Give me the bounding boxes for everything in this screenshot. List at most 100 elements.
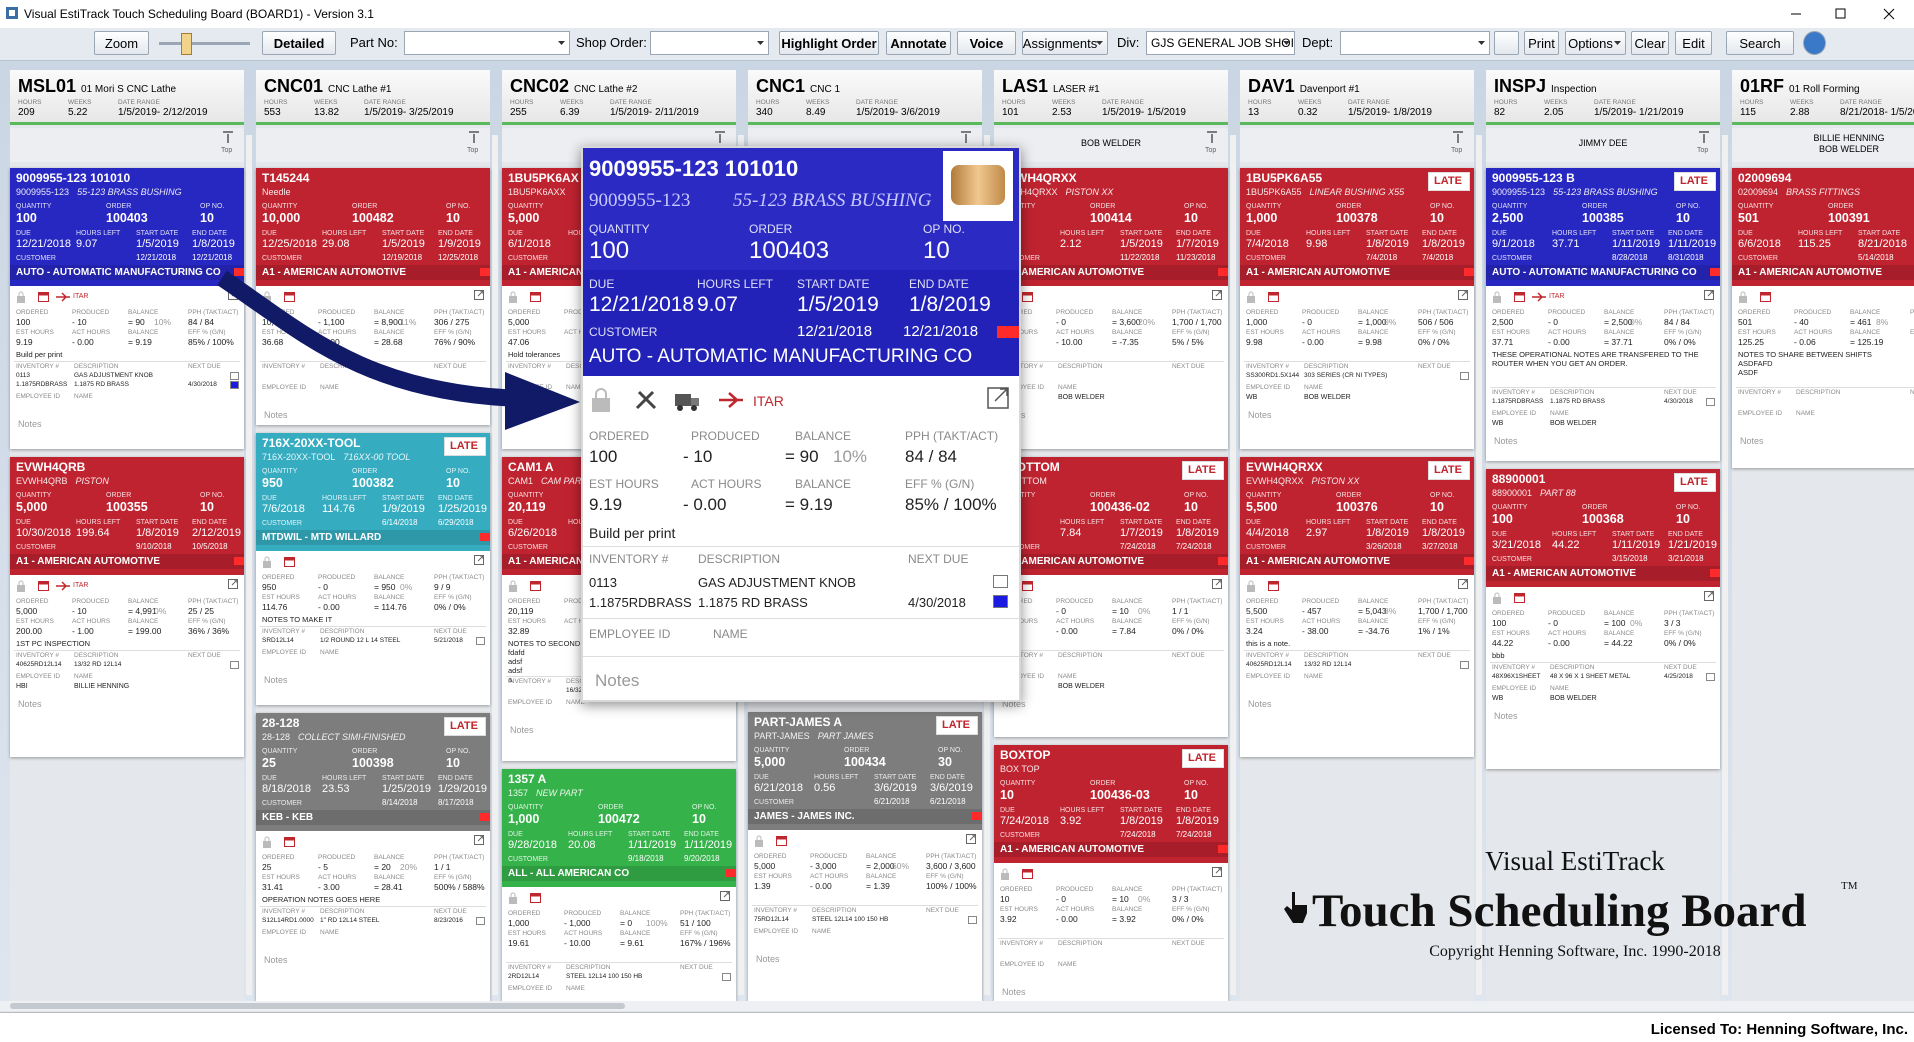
- toolbar-button[interactable]: Annotate: [886, 31, 951, 55]
- work-order-card[interactable]: 02009694 02009694 BRASS FITTINGS QUANTITY OR…: [1732, 168, 1914, 468]
- toolbar-button[interactable]: Zoom: [94, 31, 149, 55]
- notes-placeholder[interactable]: Notes: [1002, 987, 1026, 997]
- work-order-card[interactable]: 716X-20XX-TOOL 716X-20XX-TOOL 716XX-00 TOO…: [256, 433, 490, 705]
- work-order-card[interactable]: 9009955-123 B 9009955-123 55-123 BRASS BUS…: [1486, 168, 1720, 461]
- field-label: EFF % (G/N): [434, 874, 472, 881]
- slider-thumb[interactable]: [181, 33, 192, 55]
- customer-bar: [748, 809, 982, 824]
- work-order-card[interactable]: BOXTOP BOX TOP QUANTITY ORDER OP NO. 10 100436…: [994, 745, 1228, 1001]
- field-label: ORDERED: [262, 854, 295, 861]
- dropdown[interactable]: [404, 31, 570, 55]
- column-scrollbar[interactable]: [1476, 135, 1482, 995]
- customer-name: A1 - AMERICAN AUTOMOTIVE: [1000, 556, 1145, 567]
- field-value: 1,000: [508, 812, 540, 826]
- column-scrollbar[interactable]: [1230, 135, 1236, 995]
- toolbar-button[interactable]: Highlight Order: [779, 31, 879, 55]
- toolbar-button[interactable]: Voice: [957, 31, 1016, 55]
- toolbar-button[interactable]: Print: [1524, 31, 1559, 55]
- work-order-card[interactable]: 9009955-123 101010 9009955-123 55-123 BRAS…: [10, 168, 244, 449]
- notes-placeholder[interactable]: Notes: [510, 725, 534, 735]
- part-number: 28-128: [262, 716, 300, 730]
- field-label: OP NO.: [1184, 780, 1209, 787]
- toolbar-button[interactable]: Detailed: [262, 31, 336, 55]
- column-scrollbar[interactable]: [492, 135, 498, 995]
- notes-placeholder[interactable]: Notes: [1740, 436, 1764, 446]
- top-label[interactable]: Top: [1697, 147, 1709, 154]
- work-order-card[interactable]: T145244 Needle QUANTITY ORDER OP NO. 10,000 10…: [256, 168, 490, 425]
- toolbar-button[interactable]: Edit: [1675, 31, 1712, 55]
- field-value: = 114.76: [374, 602, 407, 612]
- column-scrollbar[interactable]: [246, 135, 252, 995]
- scroll-thumb[interactable]: [10, 1003, 625, 1009]
- dropdown[interactable]: GJS GENERAL JOB SHOI: [1146, 31, 1295, 55]
- toolbar-button[interactable]: Assignments: [1022, 31, 1108, 55]
- work-order-card[interactable]: 88900001 88900001 PART 88 QUANTITY ORDER OP N…: [1486, 469, 1720, 769]
- field-label: CUSTOMER: [16, 544, 56, 551]
- zoom-slider[interactable]: [159, 33, 250, 55]
- notes-placeholder[interactable]: Notes: [264, 410, 288, 420]
- window-controls[interactable]: [1780, 0, 1914, 28]
- work-order-card[interactable]: 1357 A 1357 NEW PART QUANTITY ORDER OP NO. 1,0…: [502, 769, 736, 1001]
- field-label: EST HOURS: [262, 329, 300, 336]
- field-label: ACT HOURS: [1548, 329, 1587, 336]
- notes-placeholder[interactable]: Notes: [1494, 436, 1518, 446]
- field-label: QUANTITY: [1246, 203, 1282, 210]
- field-label: EST HOURS: [754, 873, 792, 880]
- notes-placeholder[interactable]: Notes: [1494, 711, 1518, 721]
- customer-date: 7/24/2018: [1120, 830, 1156, 839]
- dropdown[interactable]: [1340, 31, 1490, 55]
- work-order-card[interactable]: 28-128 28-128 COLLECT SIMI-FINISHED QUANTIT…: [256, 713, 490, 1001]
- field-value: 167% / 196%: [680, 938, 731, 948]
- employee-name: BOB WELDER: [1550, 420, 1597, 427]
- notes-placeholder[interactable]: Notes: [1248, 410, 1272, 420]
- notes-placeholder[interactable]: Notes: [18, 699, 42, 709]
- work-center-name: CNC1: [756, 76, 806, 96]
- help-button[interactable]: [1803, 31, 1826, 55]
- top-label[interactable]: Top: [221, 147, 233, 154]
- toolbar-button[interactable]: Options: [1565, 31, 1626, 55]
- field-label: INVENTORY #: [508, 964, 551, 971]
- notes-placeholder[interactable]: Notes: [18, 419, 42, 429]
- toolbar-icon-button[interactable]: [1494, 31, 1519, 55]
- column-stat-value: 255: [510, 107, 527, 118]
- work-order-card[interactable]: 1BU5PK6A55 1BU5PK6A55 LINEAR BUSHING X55 QU…: [1240, 168, 1474, 449]
- field-value: 25 / 25: [188, 606, 214, 616]
- toolbar-button[interactable]: Search: [1726, 31, 1794, 55]
- calendar-icon: [1514, 292, 1525, 302]
- dropdown[interactable]: [650, 31, 769, 55]
- column-scrollbar[interactable]: [1722, 135, 1728, 995]
- top-label[interactable]: Top: [1451, 147, 1463, 154]
- card-body: ORDERED PRODUCED BALANCE PPH (TAKT/ACT) 5,50…: [1240, 575, 1474, 757]
- card-note: NOTES TO MAKE IT: [262, 615, 333, 624]
- notes-placeholder[interactable]: Notes: [756, 954, 780, 964]
- notes-placeholder[interactable]: Notes: [1248, 699, 1272, 709]
- work-center-name: CNC02: [510, 76, 570, 96]
- field-value: 20%: [400, 862, 418, 872]
- work-order-card[interactable]: EVWH4QRB EVWH4QRB PISTON QUANTITY ORDER OP NO…: [10, 457, 244, 757]
- top-label[interactable]: Top: [467, 147, 479, 154]
- notes-placeholder[interactable]: Notes: [595, 671, 640, 690]
- field-value: 0% / 0%: [1172, 914, 1204, 924]
- notes-placeholder[interactable]: Notes: [264, 675, 288, 685]
- notes-placeholder[interactable]: Notes: [264, 955, 288, 965]
- horizontal-scrollbar[interactable]: [0, 1001, 1914, 1011]
- notes-placeholder[interactable]: Notes: [510, 410, 534, 420]
- top-label[interactable]: Top: [1205, 147, 1217, 154]
- field-label: INVENTORY #: [1246, 652, 1289, 659]
- customer-date: 3/21/2018: [1668, 554, 1704, 563]
- notes-placeholder[interactable]: Notes: [1002, 699, 1026, 709]
- field-label: BALANCE: [795, 429, 852, 443]
- customer-date: 12/25/2018: [438, 253, 479, 262]
- field-label: ORDER: [352, 203, 378, 210]
- order-detail-popup[interactable]: 9009955-123 101010 9009955-123 55-123 BRAS…: [581, 146, 1021, 702]
- field-label: HOURS LEFT: [76, 230, 121, 237]
- field-value: 1/8/2019: [192, 238, 235, 250]
- toolbar-button[interactable]: Clear: [1631, 31, 1669, 55]
- field-label: EFF % (G/N): [188, 618, 226, 625]
- work-order-card[interactable]: PART-JAMES A PART-JAMES PART JAMES QUANTITY…: [748, 712, 982, 1001]
